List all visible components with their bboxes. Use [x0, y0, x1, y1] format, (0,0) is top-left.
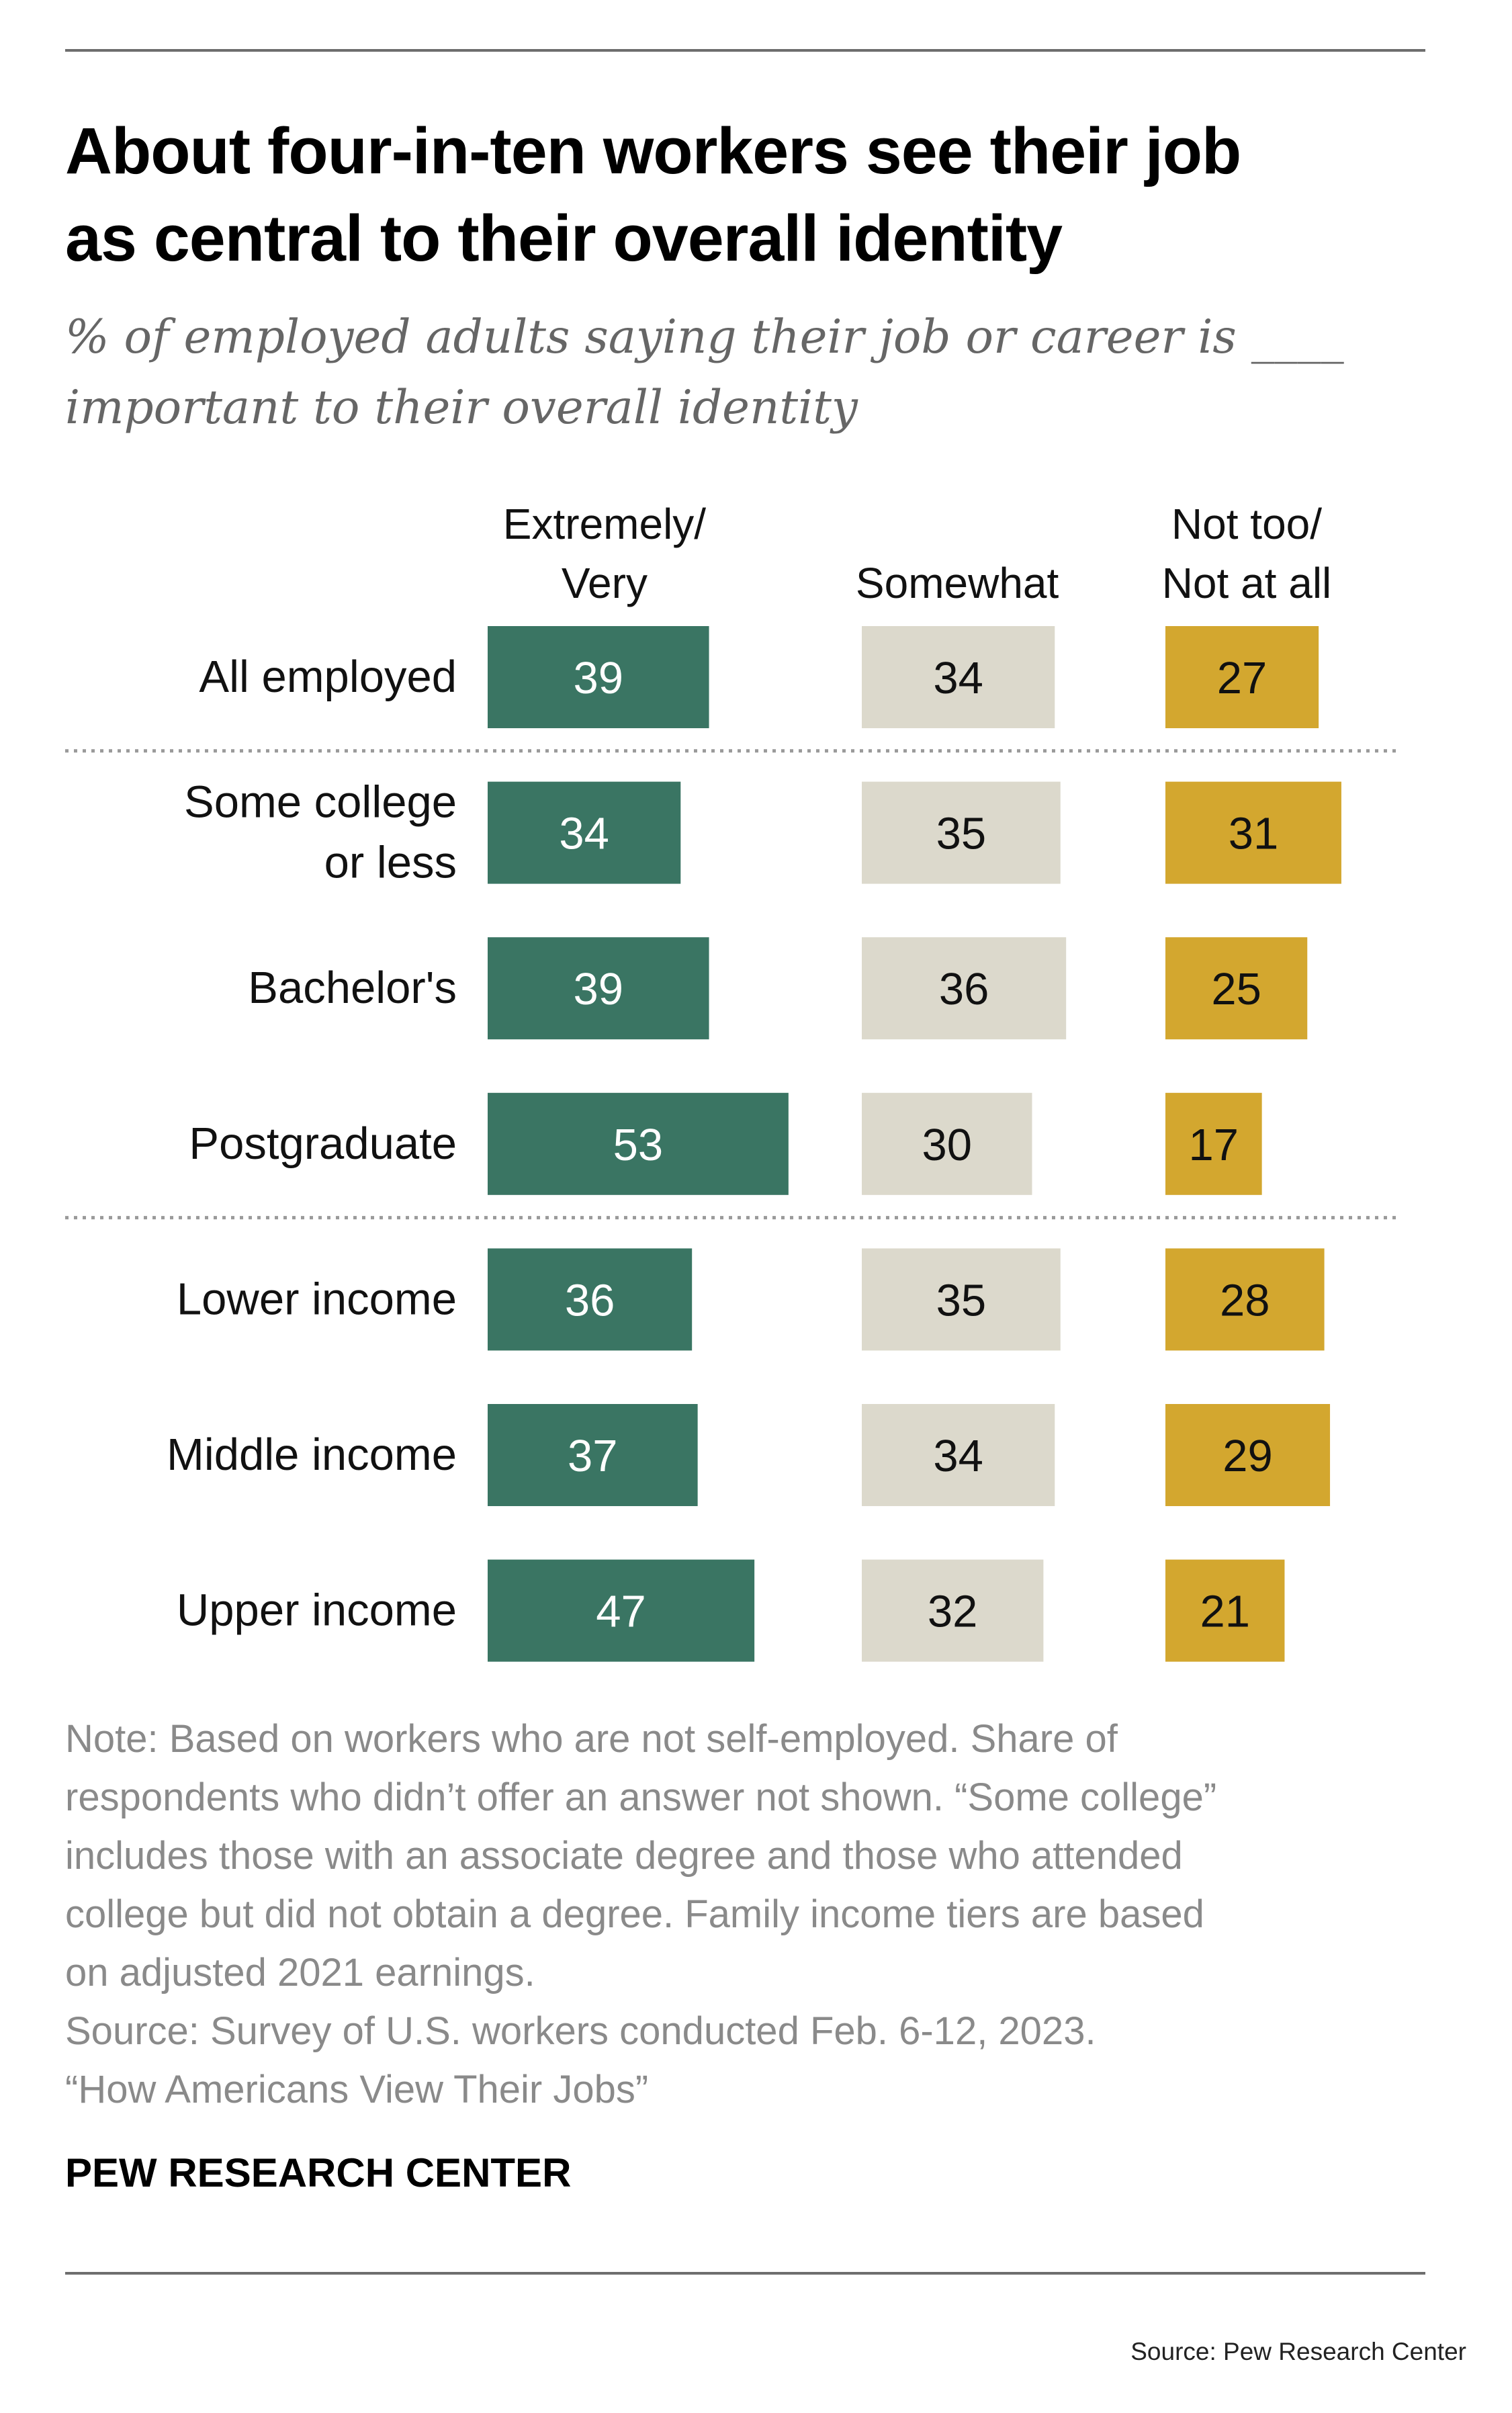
column-header-2: Not at all	[1162, 559, 1332, 607]
bar-value-label: 36	[939, 964, 989, 1014]
brand-logo-text: PEW RESEARCH CENTER	[65, 2150, 572, 2195]
bar-value-label: 35	[936, 809, 987, 859]
note-line: college but did not obtain a degree. Fam…	[65, 1892, 1204, 1936]
bar-value-label: 25	[1211, 964, 1261, 1014]
category-label: Bachelor's	[248, 963, 457, 1013]
category-label: All employed	[199, 652, 457, 702]
top-rule	[65, 49, 1425, 52]
note-line: includes those with an associate degree …	[65, 1834, 1183, 1878]
bar-value-label: 35	[936, 1275, 987, 1325]
bar	[1165, 1559, 1285, 1662]
chart-title-line: as central to their overall identity	[65, 202, 1063, 275]
chart-subtitle-line: important to their overall identity	[65, 381, 858, 435]
bar	[488, 1248, 693, 1351]
source-line: “How Americans View Their Jobs”	[65, 2068, 649, 2111]
bar	[862, 1248, 1061, 1351]
category-label: Postgraduate	[189, 1118, 457, 1169]
bar-value-label: 30	[922, 1120, 972, 1170]
bar-value-label: 53	[613, 1120, 664, 1170]
bar-value-label: 34	[933, 653, 983, 703]
bar-value-label: 34	[933, 1431, 983, 1481]
note-line: on adjusted 2021 earnings.	[65, 1951, 535, 1994]
bar-value-label: 39	[574, 964, 624, 1014]
chart-subtitle-line: % of employed adults saying their job or…	[65, 310, 1344, 364]
bar	[1165, 781, 1341, 884]
bar	[862, 781, 1061, 884]
bar-value-label: 31	[1229, 809, 1279, 859]
bar	[488, 1092, 789, 1195]
bar	[862, 626, 1055, 728]
bar	[1165, 1404, 1331, 1506]
bar	[488, 781, 681, 884]
bar-value-label: 27	[1217, 653, 1268, 703]
column-header-0: Very	[562, 559, 648, 607]
category-label: Lower income	[177, 1274, 457, 1324]
bar-value-label: 34	[559, 809, 609, 859]
chart-subtitle: % of employed adults saying their job or…	[65, 302, 1449, 443]
bar	[1165, 626, 1319, 728]
note-line: Note: Based on workers who are not self-…	[65, 1717, 1118, 1761]
category-label: Upper income	[177, 1585, 457, 1636]
bar	[1165, 1092, 1262, 1195]
bar-value-label: 28	[1220, 1275, 1270, 1325]
bar	[862, 1092, 1032, 1195]
bar	[1165, 937, 1308, 1040]
bar-value-label: 36	[565, 1275, 615, 1325]
bar-value-label: 32	[928, 1587, 978, 1637]
bar-chart: Extremely/Very Somewhat Not too/Not at all…	[65, 500, 1397, 1662]
bar-value-label: 39	[574, 653, 624, 703]
bar	[488, 937, 709, 1040]
bar	[488, 626, 709, 728]
bar-value-label: 21	[1200, 1587, 1250, 1637]
bar	[862, 1404, 1055, 1506]
source-credit: Source: Pew Research Center	[1130, 2338, 1466, 2365]
bar-value-label: 17	[1189, 1120, 1239, 1170]
source-line: Source: Survey of U.S. workers conducted…	[65, 2009, 1096, 2053]
note-line: respondents who didn’t offer an answer n…	[65, 1775, 1217, 1819]
chart-title-line: About four-in-ten workers see their job	[65, 114, 1241, 187]
bar	[862, 1559, 1044, 1662]
bar-value-label: 29	[1222, 1431, 1273, 1481]
category-label: or less	[324, 838, 457, 888]
bar	[862, 937, 1067, 1040]
bar	[488, 1404, 698, 1506]
bar-value-label: 37	[568, 1431, 618, 1481]
chart-note: Note: Based on workers who are not self-…	[65, 1710, 1462, 2119]
bottom-rule	[65, 2272, 1425, 2275]
category-label: Middle income	[167, 1430, 457, 1480]
column-header-1: Somewhat	[856, 559, 1059, 607]
column-header-0: Extremely/	[503, 500, 707, 548]
category-label: Some college	[184, 777, 457, 828]
bar-value-label: 47	[596, 1587, 646, 1637]
column-header-2: Not too/	[1171, 500, 1322, 548]
bar	[1165, 1248, 1325, 1351]
chart-title: About four-in-ten workers see their job …	[65, 107, 1449, 282]
bar	[488, 1559, 755, 1662]
